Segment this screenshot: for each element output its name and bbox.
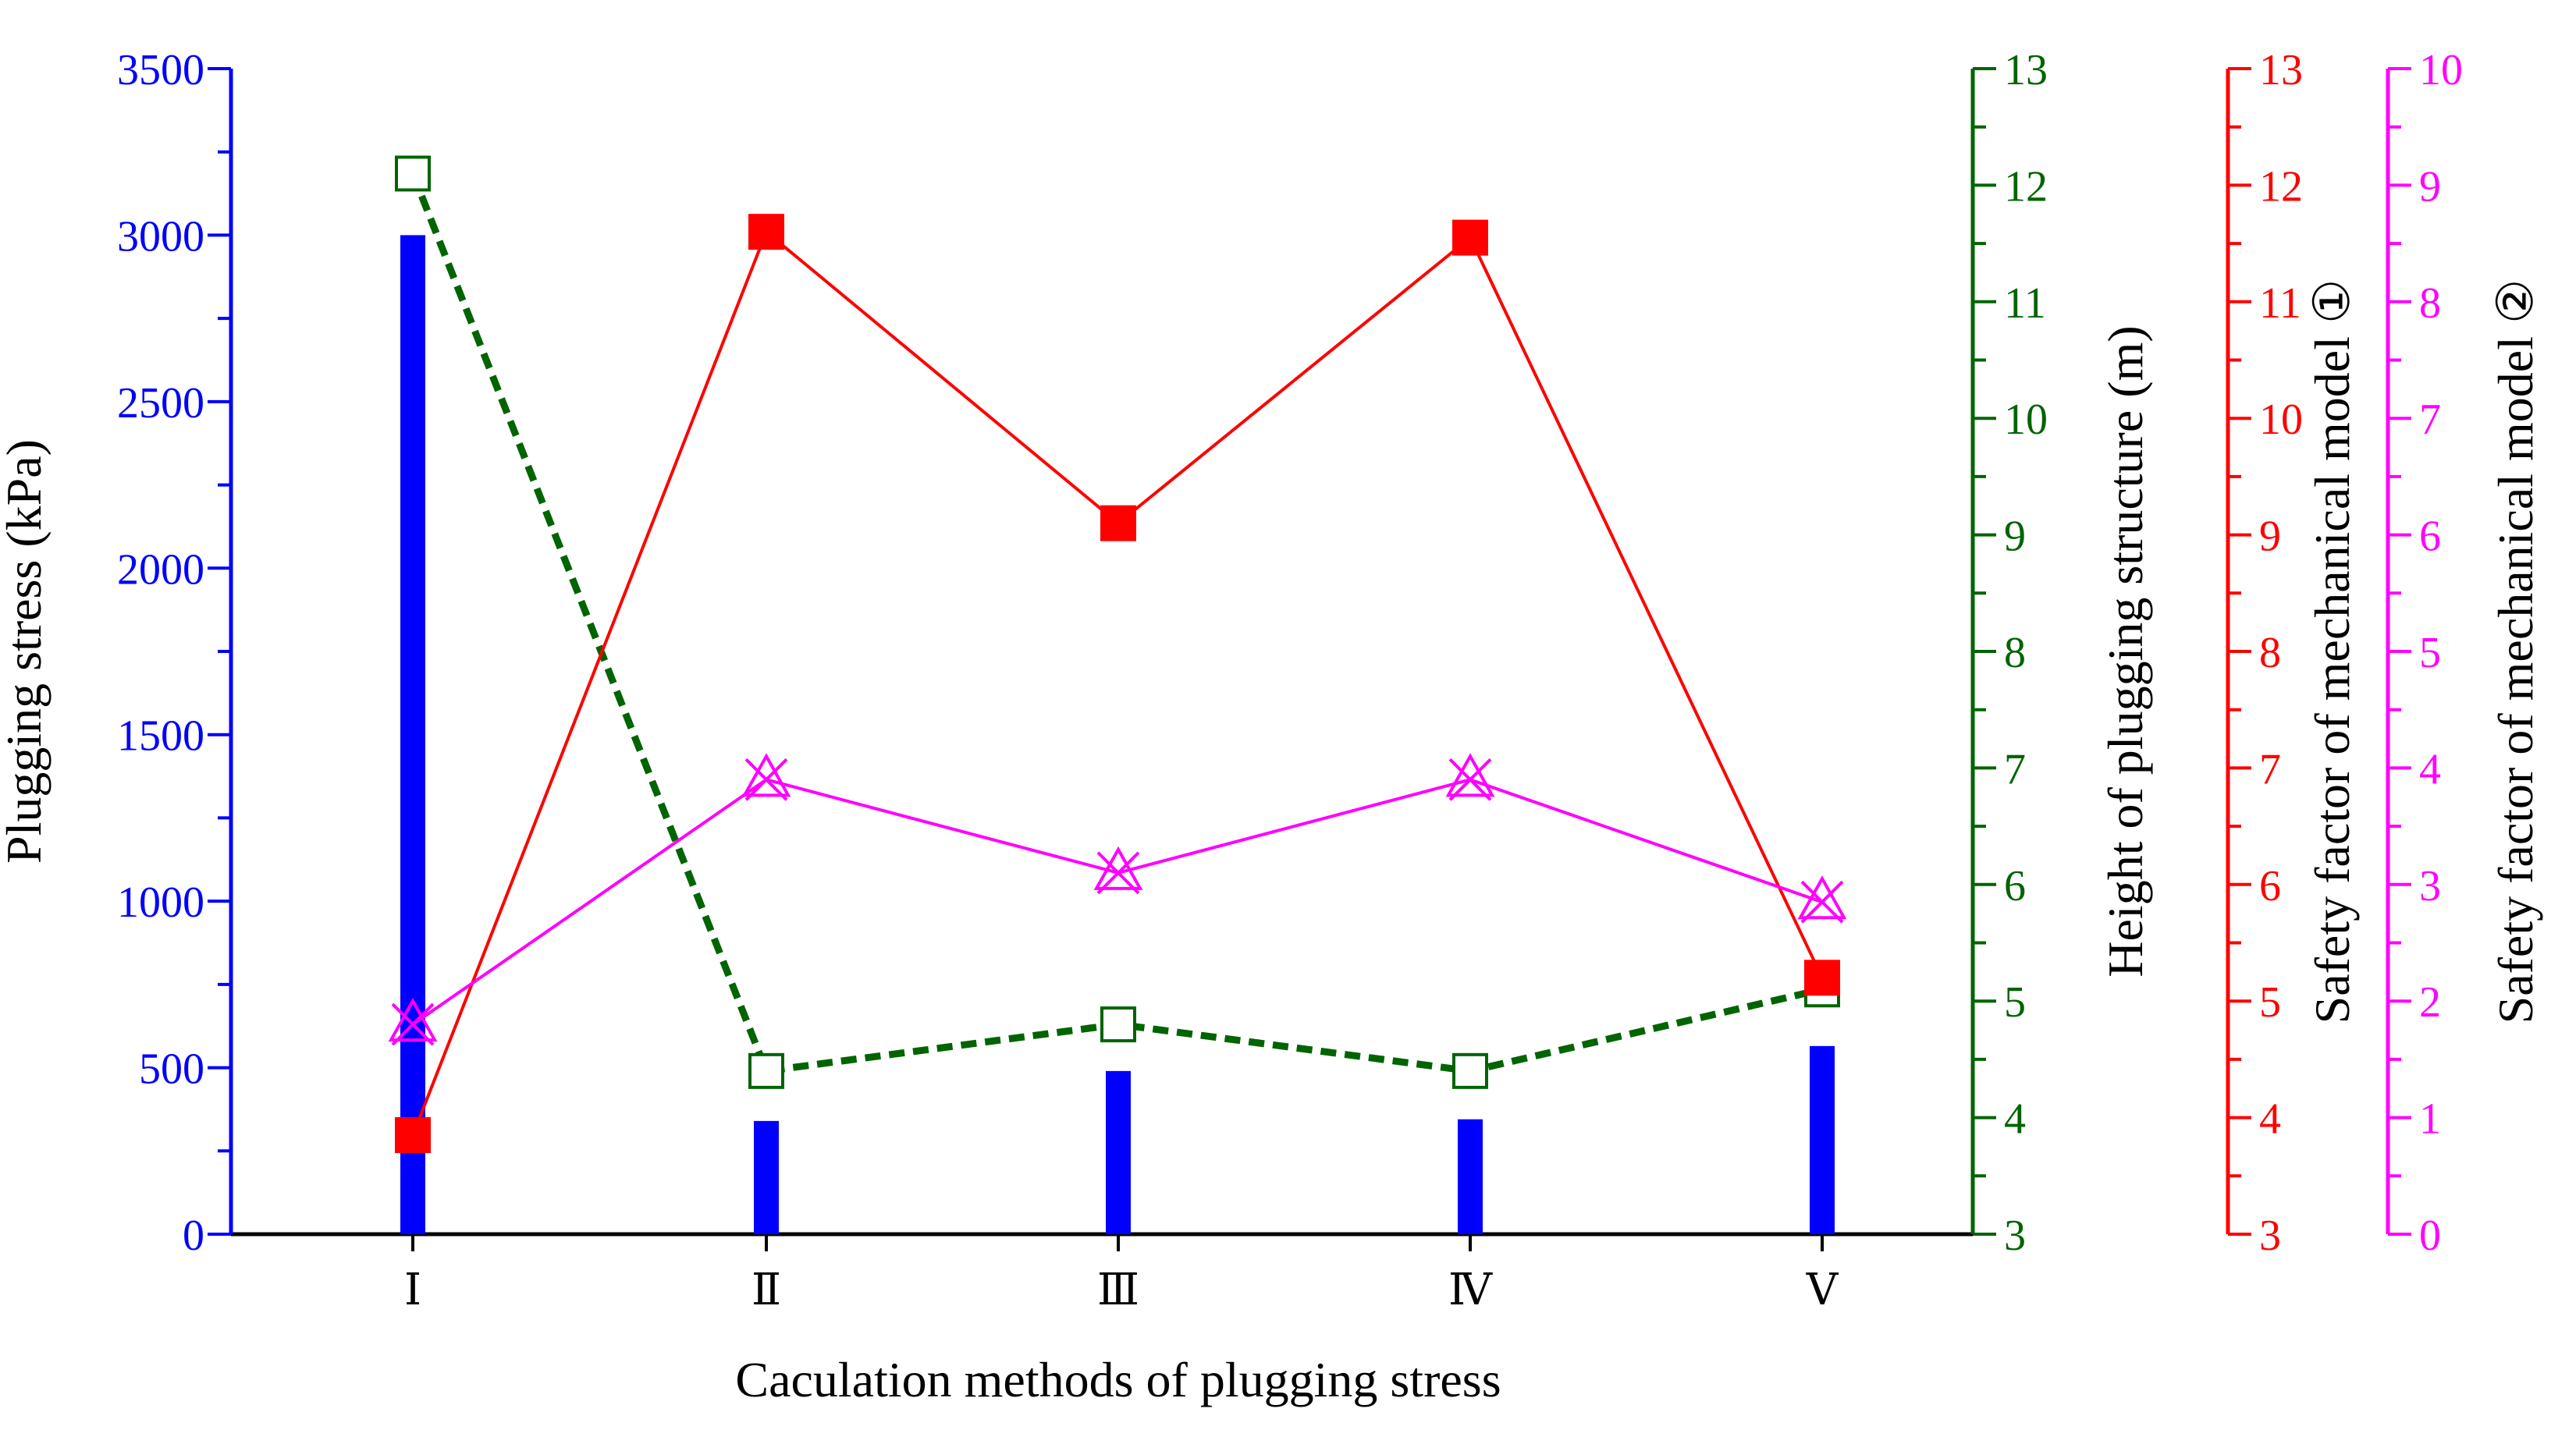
sf2-marker-cross-b [391,1002,435,1046]
height-tick-label: 3 [2004,1212,2026,1260]
height-marker [748,1052,784,1089]
x-axis-title: Caculation methods of plugging stress [735,1352,1501,1407]
sf1-tick-label: 12 [2259,162,2303,211]
sf2-tick-label: 9 [2419,162,2441,211]
height-axis-title: Height of plugging structure (m) [2098,325,2153,977]
x-tick-label: Ⅱ [751,1266,781,1315]
sf1-marker [1452,219,1488,256]
height-tick-label: 5 [2004,978,2026,1027]
sf2-marker-triangle [1797,875,1847,920]
sf1-tick-label: 7 [2259,745,2281,793]
sf2-marker-cross-b [1448,758,1492,801]
sf1-marker [1804,960,1840,996]
sf2-marker-triangle [1093,846,1143,890]
sf1-tick-label: 9 [2259,513,2281,561]
stress-tick-label: 500 [139,1045,204,1094]
stress-bar [400,235,425,1234]
stress-tick-label: 2500 [117,379,204,428]
sf1-marker [748,214,784,250]
stress-tick-label: 3500 [117,46,204,94]
height-tick-label: 11 [2004,279,2046,328]
height-marker [1452,1052,1488,1089]
bars-layer [400,235,1835,1234]
height-marker [1100,1006,1136,1043]
x-tick-label: Ⅲ [1097,1266,1139,1315]
sf1-tick-label: 10 [2259,396,2303,444]
sf1-tick-label: 13 [2259,46,2303,94]
stress-tick-label: 2000 [117,545,204,594]
x-tick-label: Ⅳ [1448,1266,1493,1315]
sf2-series-line [411,778,1823,1026]
lines-layer [409,172,1824,1136]
stress-tick-label: 0 [183,1212,204,1260]
sf2-marker-cross-b [1096,851,1140,895]
sf2-marker-cross-b [1800,880,1844,924]
stress-tick-label: 3000 [117,212,204,261]
height-tick-label: 8 [2004,629,2026,677]
sf2-tick-label: 7 [2419,396,2441,444]
sf1-tick-label: 5 [2259,978,2281,1027]
sf1-marker [395,1117,431,1154]
axes-layer: Ⅰ Ⅱ Ⅲ Ⅳ Ⅴ 0 500 1000 1500 2000 2500 3000 3500 Pluggin… [0,46,2543,1315]
sf2-tick-label: 3 [2419,862,2441,910]
stress-bar [754,1120,779,1234]
stress-axis-title: Plugging stress (kPa) [0,439,52,864]
sf2-tick-label: 1 [2419,1095,2441,1144]
sf2-marker-triangle [741,753,791,797]
sf2-axis-title: Safety factor of mechanical model ② [2488,279,2543,1024]
markers-layer [388,155,1847,1154]
sf2-marker [741,753,791,801]
stress-tick-label: 1000 [117,878,204,927]
sf2-marker [1445,753,1495,801]
sf2-tick-label: 6 [2419,513,2441,561]
sf2-marker [1797,875,1847,924]
sf2-tick-label: 4 [2419,745,2441,793]
sf2-marker-triangle [388,997,438,1042]
sf2-tick-label: 0 [2419,1212,2441,1260]
sf1-axis-title: Safety factor of mechanical model ① [2304,279,2360,1024]
sf1-tick-label: 6 [2259,862,2281,910]
sf2-tick-label: 10 [2419,46,2463,94]
sf1-tick-label: 4 [2259,1095,2281,1144]
sf1-tick-label: 11 [2259,279,2301,328]
sf2-marker [388,997,438,1046]
sf1-tick-label: 3 [2259,1212,2281,1260]
sf2-tick-label: 2 [2419,978,2441,1027]
height-marker [395,155,431,192]
x-tick-label: Ⅴ [1806,1266,1839,1315]
sf2-marker-triangle [1445,753,1495,797]
height-tick-label: 9 [2004,513,2026,561]
height-tick-label: 13 [2004,46,2048,94]
height-series-line [409,172,1824,1075]
sf1-tick-label: 8 [2259,629,2281,677]
stress-bar [1458,1119,1483,1234]
sf2-tick-label: 5 [2419,629,2441,677]
height-tick-label: 6 [2004,862,2026,910]
height-tick-label: 10 [2004,396,2048,444]
sf2-tick-label: 8 [2419,279,2441,328]
sf1-marker [1100,505,1136,541]
sf1-series-line [411,229,1824,1136]
sf2-marker-cross-b [744,758,788,801]
height-tick-label: 4 [2004,1095,2026,1144]
height-tick-label: 12 [2004,162,2048,211]
stress-bar [1810,1045,1835,1234]
stress-tick-label: 1500 [117,712,204,761]
sf2-marker [1093,846,1143,895]
height-tick-label: 7 [2004,745,2026,793]
x-tick-label: Ⅰ [404,1266,421,1315]
stress-bar [1106,1070,1131,1234]
